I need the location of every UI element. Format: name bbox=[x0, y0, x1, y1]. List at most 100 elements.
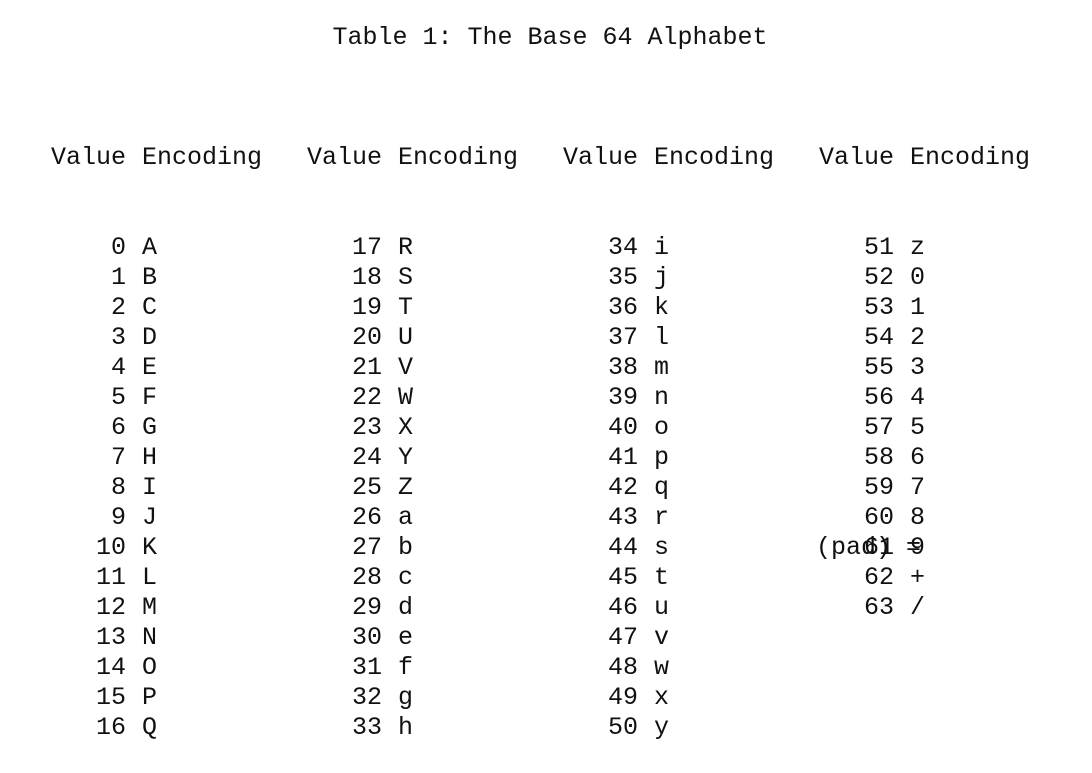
encoding-cell: D bbox=[142, 323, 158, 352]
value-cell: 61 bbox=[863, 533, 894, 562]
table-row: 33 h bbox=[302, 713, 518, 743]
encoding-cell: 9 bbox=[910, 533, 926, 562]
value-cell: 38 bbox=[607, 353, 638, 382]
value-cell: 32 bbox=[351, 683, 382, 712]
value-cell: 31 bbox=[351, 653, 382, 682]
table-row: 17 R bbox=[302, 233, 518, 263]
encoding-cell: 4 bbox=[910, 383, 926, 412]
value-cell: 4 bbox=[110, 353, 126, 382]
table-row: 15 P bbox=[46, 683, 262, 713]
value-cell: 21 bbox=[351, 353, 382, 382]
value-cell: 43 bbox=[607, 503, 638, 532]
value-cell: 18 bbox=[351, 263, 382, 292]
value-cell: 7 bbox=[110, 443, 126, 472]
value-header: Value bbox=[562, 143, 638, 172]
value-header: Value bbox=[818, 143, 894, 172]
encoding-cell: P bbox=[142, 683, 158, 712]
table-row: 49 x bbox=[558, 683, 774, 713]
table-row: 30 e bbox=[302, 623, 518, 653]
value-cell: 47 bbox=[607, 623, 638, 652]
encoding-header: Encoding bbox=[654, 143, 775, 172]
value-cell: 60 bbox=[863, 503, 894, 532]
encoding-cell: v bbox=[654, 623, 670, 652]
value-cell: 62 bbox=[863, 563, 894, 592]
table-title: Table 1: The Base 64 Alphabet bbox=[332, 23, 768, 52]
value-cell: 20 bbox=[351, 323, 382, 352]
value-cell: 24 bbox=[351, 443, 382, 472]
value-cell: 45 bbox=[607, 563, 638, 592]
table-row: 43 r bbox=[558, 503, 774, 533]
value-cell: 12 bbox=[95, 593, 126, 622]
table-row: 20 U bbox=[302, 323, 518, 353]
encoding-cell: u bbox=[654, 593, 670, 622]
encoding-cell: c bbox=[398, 563, 414, 592]
table-row: 40 o bbox=[558, 413, 774, 443]
table-column-4: Value Encoding 51 z 52 0 53 1 54 2 55 3 56 4 57 5 58 6 5… bbox=[814, 83, 1030, 653]
table-row: 44 s bbox=[558, 533, 774, 563]
value-cell: 33 bbox=[351, 713, 382, 742]
value-cell: 10 bbox=[95, 533, 126, 562]
table-column-3: Value Encoding 34 i 35 j 36 k 37 l 38 m 39 n 40 o 41 p 4… bbox=[558, 83, 774, 773]
value-cell: 5 bbox=[110, 383, 126, 412]
value-cell: 8 bbox=[110, 473, 126, 502]
value-cell: 44 bbox=[607, 533, 638, 562]
encoding-cell: Q bbox=[142, 713, 158, 742]
table-row: 59 7 bbox=[814, 473, 1030, 503]
encoding-cell: R bbox=[398, 233, 414, 262]
table-row: 41 p bbox=[558, 443, 774, 473]
encoding-cell: k bbox=[654, 293, 670, 322]
table-row: 24 Y bbox=[302, 443, 518, 473]
value-cell: 52 bbox=[863, 263, 894, 292]
table-row: 47 v bbox=[558, 623, 774, 653]
encoding-cell: G bbox=[142, 413, 158, 442]
table-row: 16 Q bbox=[46, 713, 262, 743]
encoding-cell: Y bbox=[398, 443, 414, 472]
encoding-cell: M bbox=[142, 593, 158, 622]
table-row: 13 N bbox=[46, 623, 262, 653]
table-row: 54 2 bbox=[814, 323, 1030, 353]
value-cell: 56 bbox=[863, 383, 894, 412]
table-row: 48 w bbox=[558, 653, 774, 683]
table-row: 11 L bbox=[46, 563, 262, 593]
value-cell: 17 bbox=[351, 233, 382, 262]
table-row: 12 M bbox=[46, 593, 262, 623]
value-cell: 51 bbox=[863, 233, 894, 262]
encoding-cell: n bbox=[654, 383, 670, 412]
encoding-cell: d bbox=[398, 593, 414, 622]
encoding-cell: O bbox=[142, 653, 158, 682]
value-cell: 59 bbox=[863, 473, 894, 502]
encoding-cell: t bbox=[654, 563, 670, 592]
value-cell: 49 bbox=[607, 683, 638, 712]
column-header: Value Encoding bbox=[302, 143, 518, 173]
encoding-cell: U bbox=[398, 323, 414, 352]
encoding-cell: b bbox=[398, 533, 414, 562]
value-cell: 55 bbox=[863, 353, 894, 382]
table-row: 58 6 bbox=[814, 443, 1030, 473]
table-column-1: Value Encoding 0 A 1 B 2 C 3 D 4 E 5 F 6 G 7 H 8 I 9 J 10 K 11… bbox=[46, 83, 262, 773]
value-cell: 29 bbox=[351, 593, 382, 622]
table-row: 35 j bbox=[558, 263, 774, 293]
encoding-cell: V bbox=[398, 353, 414, 382]
table-row: 31 f bbox=[302, 653, 518, 683]
table-row: 55 3 bbox=[814, 353, 1030, 383]
table-row: 57 5 bbox=[814, 413, 1030, 443]
encoding-cell: f bbox=[398, 653, 414, 682]
table-row: 39 n bbox=[558, 383, 774, 413]
encoding-cell: l bbox=[654, 323, 670, 352]
value-cell: 3 bbox=[110, 323, 126, 352]
table-row: 10 K bbox=[46, 533, 262, 563]
value-cell: 34 bbox=[607, 233, 638, 262]
table-row: 14 O bbox=[46, 653, 262, 683]
value-cell: 53 bbox=[863, 293, 894, 322]
table-row: 61 9 bbox=[814, 533, 1030, 563]
encoding-cell: q bbox=[654, 473, 670, 502]
encoding-cell: a bbox=[398, 503, 414, 532]
value-cell: 27 bbox=[351, 533, 382, 562]
table-row: 52 0 bbox=[814, 263, 1030, 293]
